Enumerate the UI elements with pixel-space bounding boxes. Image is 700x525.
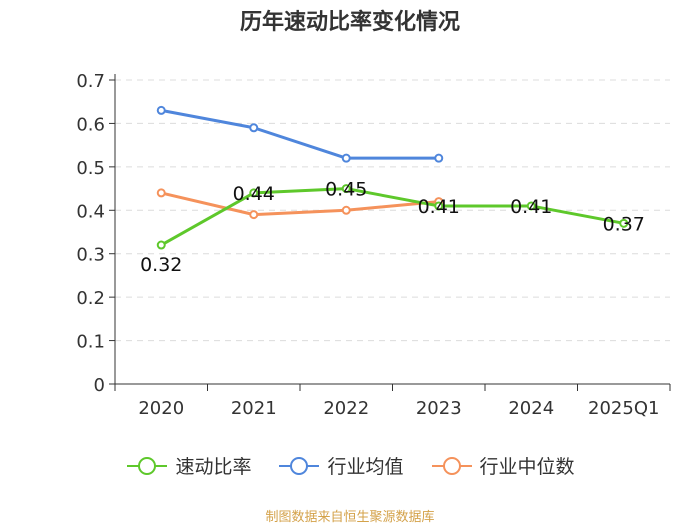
x-tick-label: 2022 (323, 398, 369, 419)
series-layer (156, 105, 629, 250)
series-line (160, 191, 439, 217)
y-tick-label: 0.2 (76, 288, 105, 309)
series-line (160, 108, 439, 160)
y-tick-label: 0.1 (76, 332, 105, 353)
y-tick-label: 0.5 (76, 158, 105, 179)
chart-title: 历年速动比率变化情况 (239, 10, 460, 35)
source-note: 制图数据来自恒生聚源数据库 (265, 510, 435, 525)
x-tick-label: 2020 (138, 398, 184, 419)
x-tick-label: 2023 (416, 398, 462, 419)
data-point (249, 210, 259, 220)
data-point (249, 123, 259, 133)
legend-item-quick-ratio[interactable]: 速动比率 (125, 452, 251, 479)
series-line (160, 187, 625, 247)
data-label: 0.44 (233, 183, 275, 205)
legend-item-industry-median[interactable]: 行业中位数 (430, 452, 575, 479)
legend-marker-icon (279, 456, 320, 475)
data-label: 0.41 (418, 196, 460, 218)
data-point (434, 201, 444, 211)
y-tick-label: 0.7 (76, 71, 105, 92)
legend-marker-icon (431, 456, 472, 475)
data-label: 0.37 (603, 213, 645, 235)
y-tick-label: 0.3 (76, 245, 105, 266)
data-point (341, 205, 351, 215)
data-point (156, 105, 166, 115)
grid-layer (115, 79, 670, 342)
data-point (249, 188, 259, 198)
legend-circle (138, 456, 157, 475)
data-point (341, 153, 351, 163)
legend-circle (442, 456, 461, 475)
data-label: 0.45 (325, 179, 367, 201)
label-layer: 0.32 0.44 0.45 0.41 0.41 0.37 (140, 179, 645, 276)
y-tick-label: 0.4 (76, 201, 105, 222)
legend-label: 行业均值 (327, 456, 404, 478)
x-tick-label: 2021 (231, 398, 277, 419)
data-point (156, 240, 166, 250)
legend-label: 行业中位数 (479, 456, 575, 478)
legend-circle (290, 456, 309, 475)
data-label: 0.41 (510, 196, 552, 218)
data-point (341, 184, 351, 194)
data-label: 0.32 (140, 254, 182, 276)
legend-marker-icon (127, 456, 168, 475)
x-tick-label: 2024 (508, 398, 554, 419)
data-point (619, 218, 629, 228)
y-tick-label: 0 (94, 375, 105, 396)
axis-layer: 0 0.1 0.2 0.3 0.4 0.5 0.6 0.7 2020 2021 2022 2023 20… (76, 71, 671, 419)
legend-label: 速动比率 (175, 456, 252, 478)
data-point (156, 188, 166, 198)
legend: 速动比率 行业均值 行业中位数 (0, 452, 700, 479)
legend-item-industry-mean[interactable]: 行业均值 (277, 452, 404, 479)
data-point (434, 153, 444, 163)
x-tick-label: 2025Q1 (588, 398, 659, 419)
data-point (526, 201, 536, 211)
y-tick-label: 0.6 (76, 114, 105, 135)
